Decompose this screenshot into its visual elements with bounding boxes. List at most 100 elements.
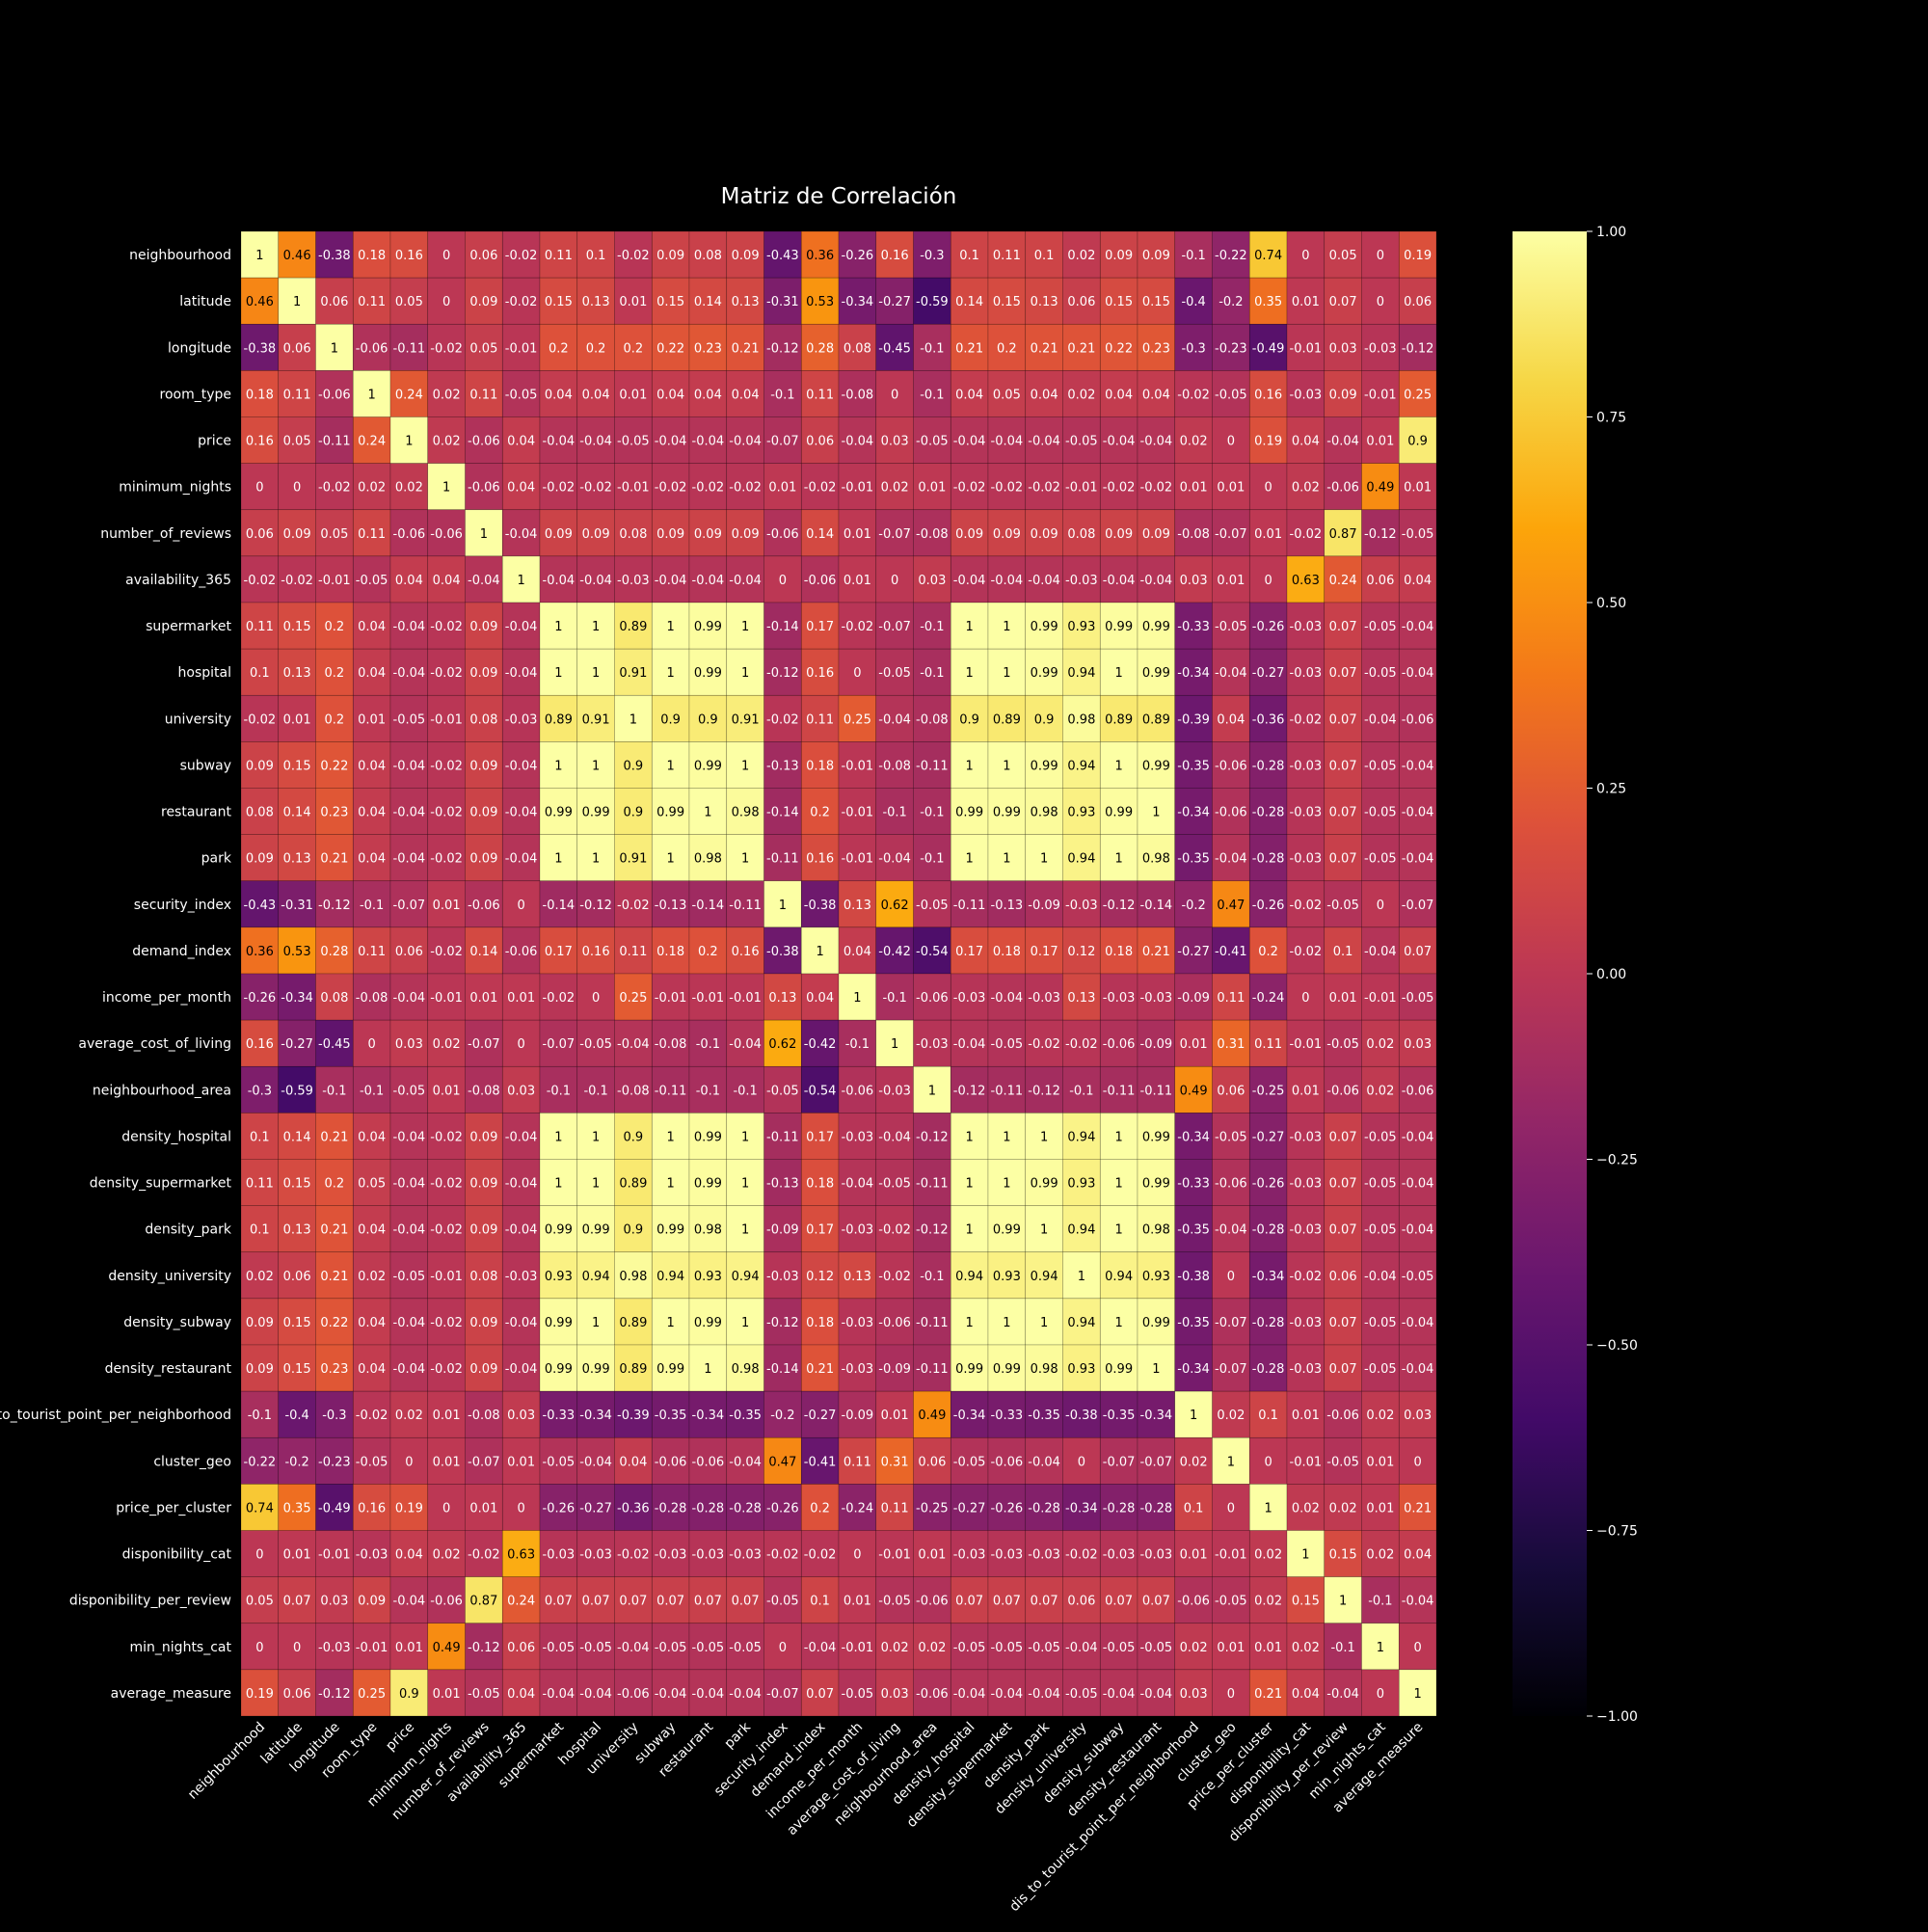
cell-value-label: -0.02 — [505, 249, 538, 263]
heatmap-cell — [688, 463, 728, 511]
cell-value-label: 0.98 — [1067, 712, 1095, 727]
cell-value-label: -0.1 — [360, 1084, 384, 1098]
cell-value-label: -0.04 — [1028, 1455, 1060, 1469]
heatmap-cell — [465, 926, 503, 975]
heatmap-cell — [688, 1390, 728, 1438]
cell-value-label: -0.07 — [1215, 527, 1247, 542]
cell-value-label: -0.02 — [1290, 527, 1323, 542]
cell-value-label: -0.38 — [766, 945, 799, 959]
cell-value-label: 0 — [1413, 1641, 1421, 1655]
cell-value-label: 0.11 — [469, 388, 497, 402]
heatmap-cell — [800, 370, 840, 417]
cell-value-label: 0.99 — [656, 1362, 684, 1377]
heatmap-cell — [950, 834, 989, 882]
heatmap-cell — [352, 834, 391, 882]
heatmap-cell — [278, 1484, 316, 1531]
cell-value-label: -0.02 — [1028, 481, 1060, 496]
heatmap-cell — [875, 323, 914, 371]
cell-value-label: 0.06 — [806, 435, 834, 449]
heatmap-cell — [389, 509, 429, 557]
heatmap-cell — [838, 230, 877, 279]
heatmap-cell — [651, 1576, 690, 1624]
heatmap-cell — [726, 1205, 764, 1253]
heatmap-cell — [315, 416, 354, 464]
cell-value-label: 0.04 — [1217, 712, 1245, 727]
cell-value-label: -0.04 — [505, 620, 538, 634]
cell-value-label: 0.89 — [619, 1316, 647, 1330]
cell-value-label: 0.18 — [246, 388, 274, 402]
colorbar-tick-label: 1.00 — [1596, 225, 1626, 240]
cell-value-label: -0.09 — [842, 1409, 874, 1423]
cell-value-label: 0 — [442, 1501, 450, 1516]
heatmap-cell — [427, 1251, 466, 1300]
heatmap-cell — [614, 741, 653, 789]
heatmap-cell — [501, 973, 541, 1021]
heatmap-cell — [1212, 973, 1250, 1021]
cell-value-label: -0.1 — [920, 666, 944, 681]
heatmap-cell — [352, 1298, 391, 1346]
heatmap-cell — [1248, 973, 1288, 1021]
cell-value-label: 0.07 — [993, 1595, 1021, 1609]
cell-value-label: 0.09 — [469, 806, 497, 820]
heatmap-cell — [987, 1390, 1027, 1438]
cell-value-label: 0 — [891, 388, 898, 402]
cell-value-label: 0.16 — [1254, 388, 1282, 402]
heatmap-cell — [688, 834, 728, 882]
heatmap-cell — [950, 973, 989, 1021]
cell-value-label: -0.35 — [655, 1409, 687, 1423]
cell-value-label: 0.01 — [1292, 1084, 1320, 1098]
cell-value-label: 0.9 — [698, 712, 718, 727]
heatmap-cell — [539, 1669, 578, 1717]
heatmap-cell — [1099, 788, 1138, 835]
cell-value-label: 0.01 — [1180, 481, 1208, 496]
heatmap-cell — [278, 370, 316, 417]
cell-value-label: -0.05 — [543, 1455, 576, 1469]
heatmap-cell — [352, 1390, 391, 1438]
cell-value-label: 0.36 — [806, 249, 834, 263]
heatmap-cell — [875, 834, 914, 882]
cell-value-label: 0 — [1413, 1455, 1421, 1469]
cell-value-label: 0.49 — [1366, 481, 1394, 496]
cell-value-label: 0.91 — [619, 852, 647, 867]
cell-value-label: -0.02 — [430, 666, 463, 681]
cell-value-label: -0.35 — [1103, 1409, 1136, 1423]
cell-value-label: 0.17 — [1031, 945, 1058, 959]
heatmap-cell — [726, 1436, 764, 1485]
cell-value-label: -0.06 — [468, 481, 500, 496]
heatmap-cell — [465, 1159, 503, 1206]
heatmap-cell — [913, 1251, 951, 1300]
cell-value-label: -0.02 — [1290, 945, 1323, 959]
cell-value-label: -0.07 — [393, 899, 426, 913]
heatmap-cell — [950, 416, 989, 464]
cell-value-label: -0.04 — [1028, 1687, 1060, 1702]
heatmap-cell — [838, 1159, 877, 1206]
heatmap-cell — [614, 1623, 653, 1671]
cell-value-label: -0.12 — [1028, 1084, 1060, 1098]
cell-value-label: -0.03 — [1065, 574, 1098, 588]
cell-value-label: 0 — [1377, 1687, 1384, 1702]
heatmap-cell — [352, 880, 391, 928]
cell-value-label: -0.06 — [692, 1455, 725, 1469]
cell-value-label: 0.09 — [993, 527, 1021, 542]
heatmap-cell — [1324, 1344, 1362, 1392]
heatmap-cell — [315, 602, 354, 650]
heatmap-cell — [763, 648, 802, 696]
cell-value-label: 0.03 — [507, 1084, 535, 1098]
cell-value-label: -0.43 — [766, 249, 799, 263]
heatmap-cell — [576, 648, 615, 696]
heatmap-cell — [1025, 555, 1063, 604]
heatmap-cell — [838, 323, 877, 371]
heatmap-cell — [539, 741, 578, 789]
heatmap-cell — [1398, 370, 1437, 417]
cell-value-label: 0 — [592, 991, 600, 1006]
cell-value-label: -0.04 — [505, 666, 538, 681]
cell-value-label: -0.14 — [543, 899, 576, 913]
cell-value-label: 0.13 — [732, 295, 760, 309]
cell-value-label: -0.04 — [692, 435, 725, 449]
cell-value-label: 0 — [1264, 574, 1272, 588]
cell-value-label: -0.05 — [991, 1641, 1024, 1655]
heatmap-cell — [1025, 1205, 1063, 1253]
cell-value-label: -0.05 — [1215, 1595, 1247, 1609]
row-tick-label: disponibility_cat — [122, 1547, 232, 1563]
cell-value-label: -0.06 — [1103, 1037, 1136, 1052]
